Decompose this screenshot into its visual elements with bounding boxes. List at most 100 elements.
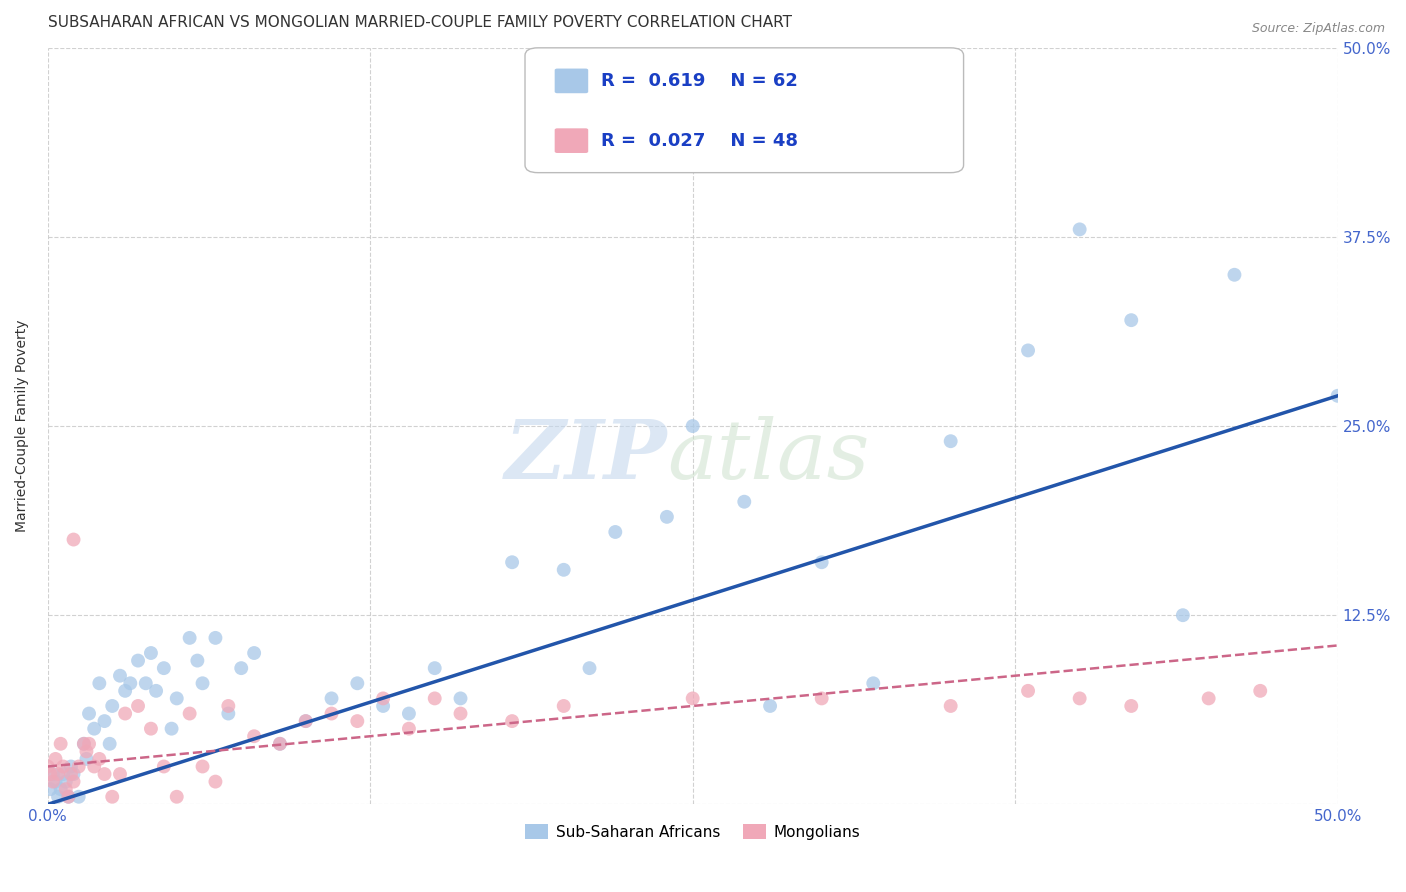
Point xyxy=(89,752,111,766)
Point xyxy=(73,737,96,751)
Point xyxy=(46,789,69,804)
Point xyxy=(127,698,149,713)
Y-axis label: Married-Couple Family Poverty: Married-Couple Family Poverty xyxy=(15,320,30,533)
Point xyxy=(62,533,84,547)
Point xyxy=(398,706,420,721)
Point xyxy=(108,767,131,781)
Point xyxy=(75,744,97,758)
Point xyxy=(77,737,100,751)
Point xyxy=(733,494,755,508)
Point xyxy=(1198,691,1220,706)
Point xyxy=(294,714,316,728)
Point xyxy=(186,654,208,668)
Point xyxy=(52,767,75,781)
Point xyxy=(269,737,291,751)
Point xyxy=(49,782,72,797)
Point xyxy=(75,752,97,766)
FancyBboxPatch shape xyxy=(555,69,588,94)
Point xyxy=(101,789,124,804)
Point xyxy=(269,737,291,751)
Point xyxy=(204,631,226,645)
Point xyxy=(44,752,66,766)
Point xyxy=(346,714,368,728)
Point xyxy=(682,691,704,706)
Point xyxy=(42,767,65,781)
Point xyxy=(49,737,72,751)
Point xyxy=(1069,222,1091,236)
Point xyxy=(42,774,65,789)
Text: SUBSAHARAN AFRICAN VS MONGOLIAN MARRIED-COUPLE FAMILY POVERTY CORRELATION CHART: SUBSAHARAN AFRICAN VS MONGOLIAN MARRIED-… xyxy=(48,15,792,30)
Point xyxy=(939,698,962,713)
Point xyxy=(553,563,575,577)
FancyBboxPatch shape xyxy=(555,128,588,153)
Point xyxy=(39,767,62,781)
Text: R =  0.619    N = 62: R = 0.619 N = 62 xyxy=(602,72,799,90)
Point xyxy=(321,691,343,706)
Point xyxy=(62,767,84,781)
Point xyxy=(166,789,188,804)
Point xyxy=(501,555,523,569)
Point xyxy=(83,759,105,773)
Point xyxy=(243,729,266,743)
Point xyxy=(1249,683,1271,698)
Point xyxy=(423,661,446,675)
Point xyxy=(179,706,201,721)
Point xyxy=(191,676,214,690)
Point xyxy=(44,774,66,789)
Point xyxy=(153,759,176,773)
Point xyxy=(1223,268,1246,282)
Point xyxy=(1069,691,1091,706)
Point xyxy=(160,722,183,736)
Point xyxy=(450,706,472,721)
Point xyxy=(294,714,316,728)
Point xyxy=(1121,698,1143,713)
Point xyxy=(862,676,884,690)
Point xyxy=(939,434,962,449)
Point xyxy=(191,759,214,773)
Point xyxy=(58,789,80,804)
Point xyxy=(179,631,201,645)
Text: atlas: atlas xyxy=(666,417,869,496)
Point xyxy=(371,698,394,713)
Point xyxy=(114,683,136,698)
Point xyxy=(578,661,600,675)
Point xyxy=(810,691,832,706)
Point xyxy=(67,789,90,804)
Point xyxy=(887,146,910,161)
Point xyxy=(93,767,115,781)
Point xyxy=(101,698,124,713)
Point xyxy=(77,706,100,721)
Point xyxy=(59,759,82,773)
Text: ZIP: ZIP xyxy=(505,417,666,496)
Point xyxy=(204,774,226,789)
Point xyxy=(37,759,59,773)
FancyBboxPatch shape xyxy=(524,48,963,173)
Point xyxy=(423,691,446,706)
Point xyxy=(52,759,75,773)
Point xyxy=(1326,389,1348,403)
Point xyxy=(67,759,90,773)
Point xyxy=(114,706,136,721)
Point xyxy=(605,524,627,539)
Point xyxy=(98,737,121,751)
Point xyxy=(1121,313,1143,327)
Point xyxy=(62,774,84,789)
Point xyxy=(108,669,131,683)
Point xyxy=(93,714,115,728)
Point xyxy=(217,706,239,721)
Point xyxy=(759,698,782,713)
Point xyxy=(120,676,142,690)
Point xyxy=(46,767,69,781)
Point xyxy=(135,676,157,690)
Point xyxy=(58,789,80,804)
Point xyxy=(166,691,188,706)
Legend: Sub-Saharan Africans, Mongolians: Sub-Saharan Africans, Mongolians xyxy=(519,818,866,846)
Point xyxy=(55,774,77,789)
Point xyxy=(139,646,162,660)
Point xyxy=(450,691,472,706)
Point xyxy=(127,654,149,668)
Point xyxy=(1171,608,1194,623)
Point xyxy=(145,683,167,698)
Point xyxy=(810,555,832,569)
Point xyxy=(59,767,82,781)
